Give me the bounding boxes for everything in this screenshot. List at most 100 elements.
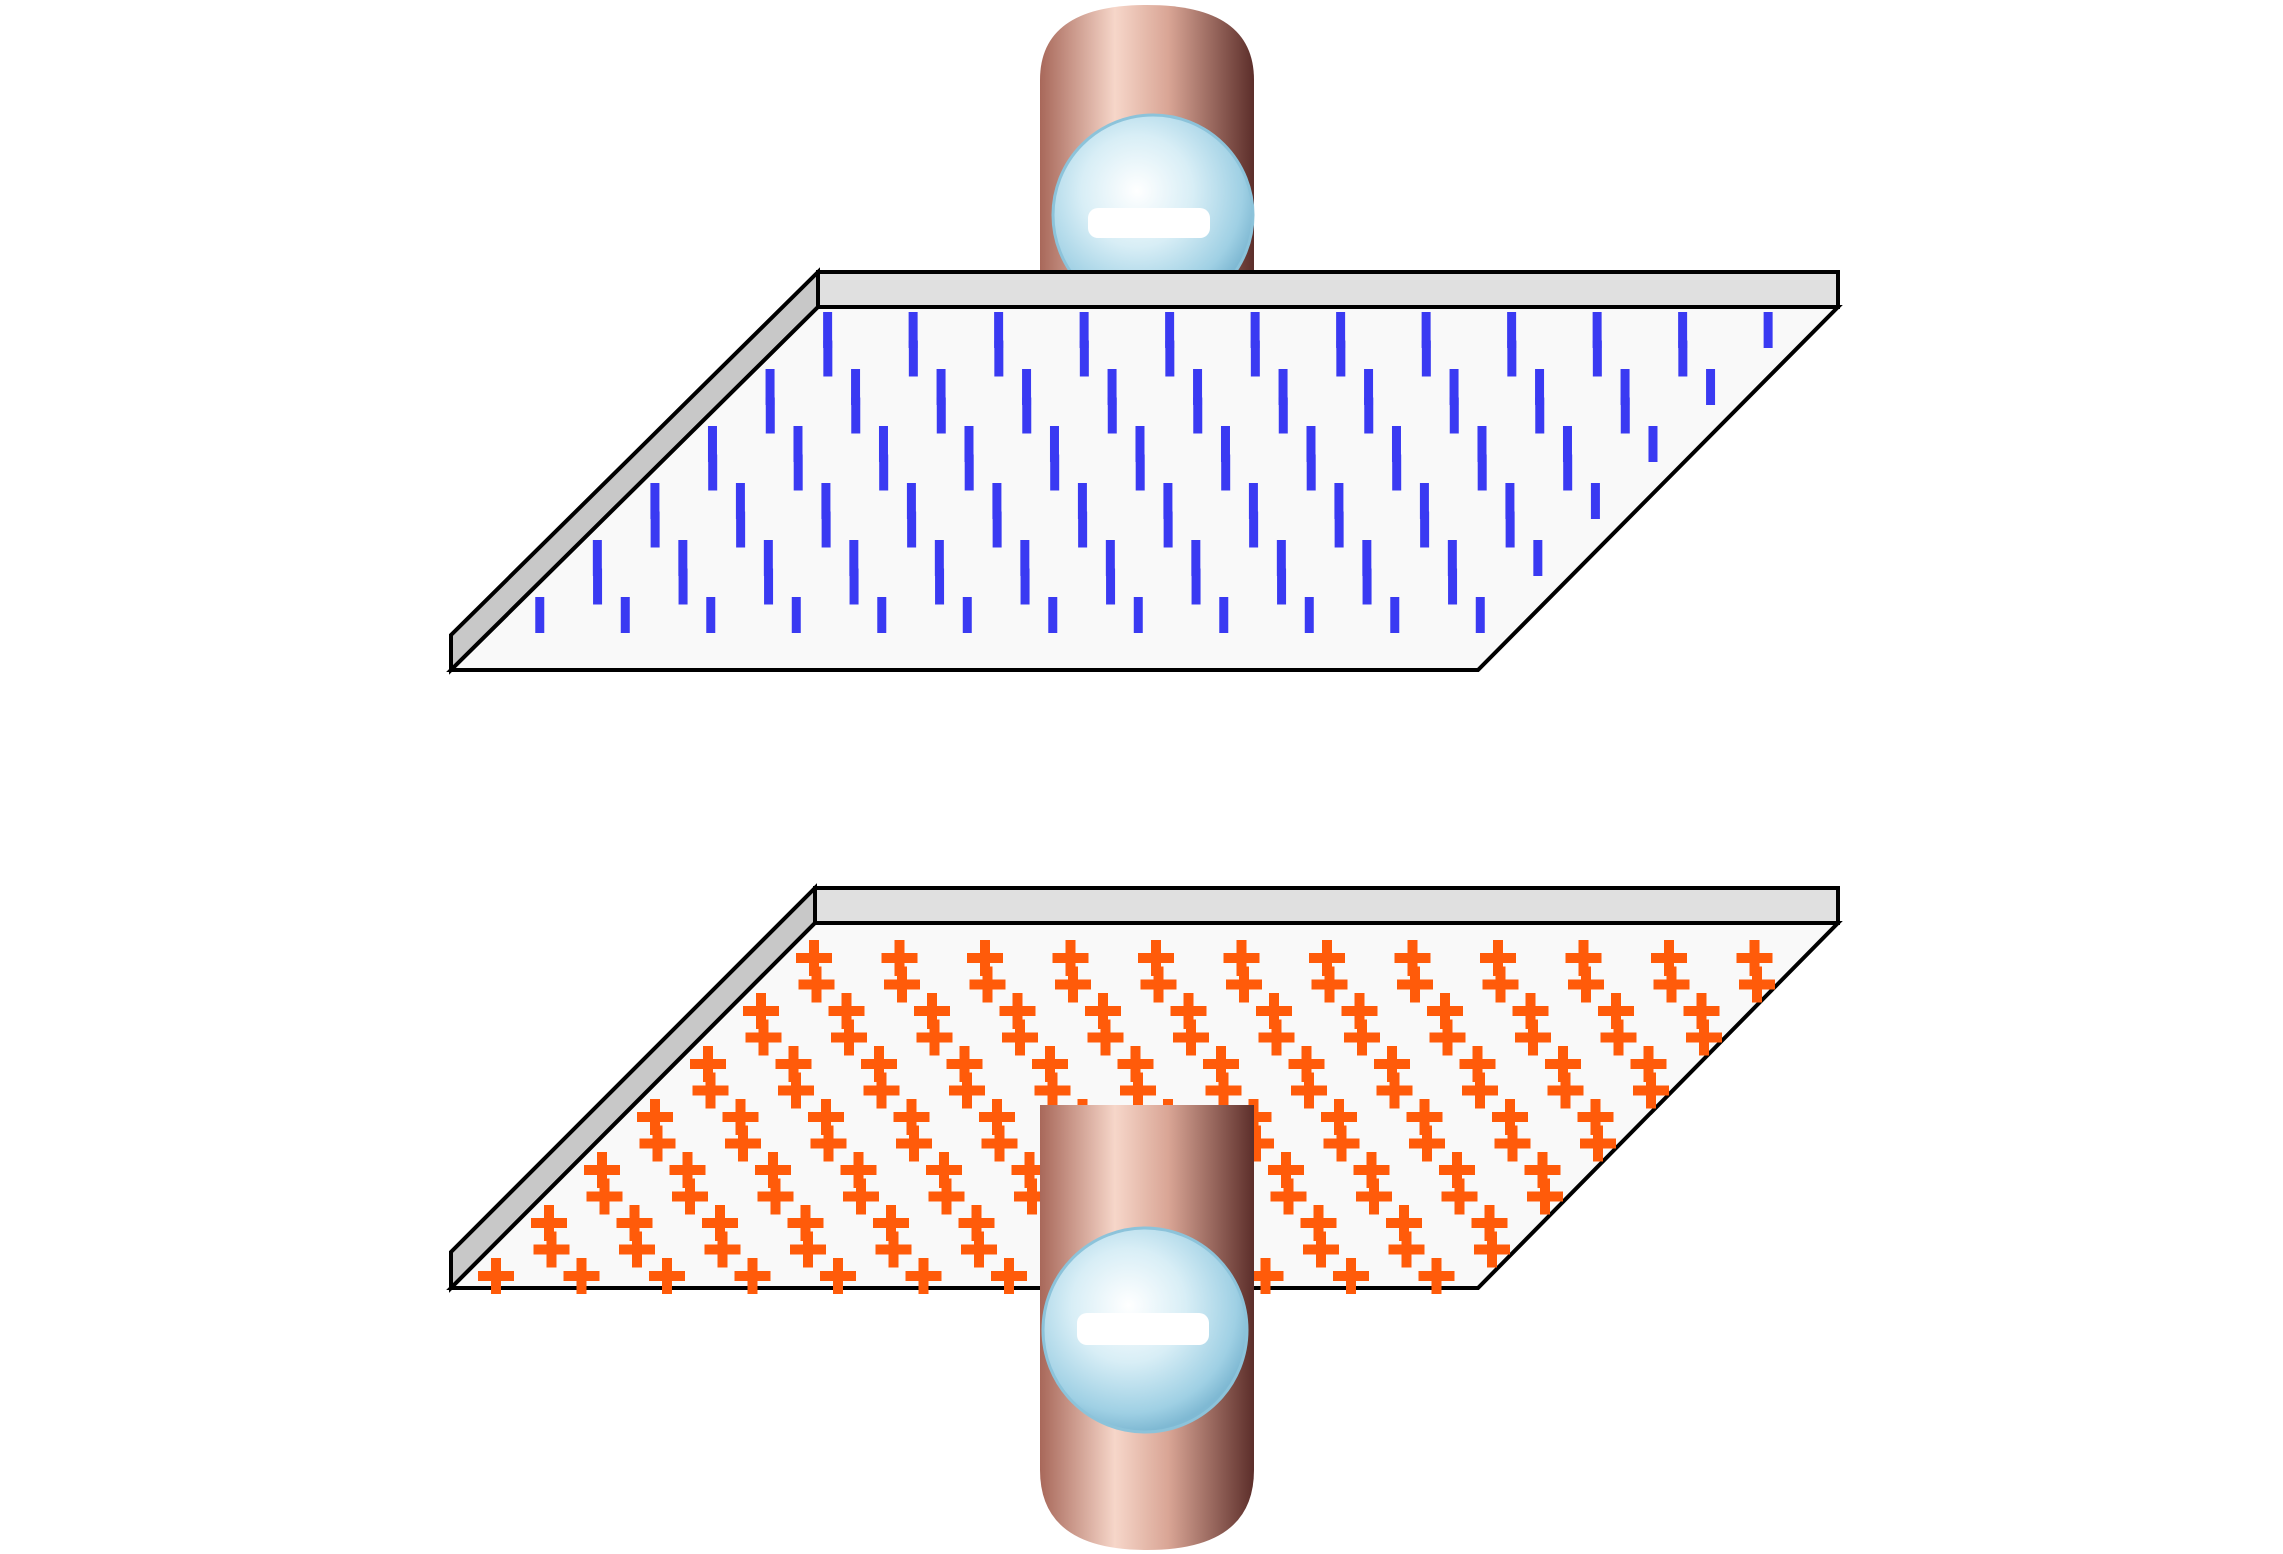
positive-charge-mark: [725, 1125, 761, 1162]
negative-charge-mark: [994, 340, 1004, 377]
positive-charge-mark: [1388, 1231, 1425, 1268]
positive-charge-mark: [1739, 966, 1775, 1003]
negative-charge-mark: [1306, 454, 1316, 491]
negative-charge-mark: [936, 369, 946, 405]
negative-charge-mark: [1562, 426, 1572, 462]
negative-charge-mark: [1392, 454, 1402, 491]
positive-charge-mark: [1429, 1019, 1466, 1056]
positive-charge-mark: [1397, 966, 1433, 1003]
negative-charge-mark: [1364, 369, 1374, 405]
positive-charge-mark: [1394, 940, 1431, 976]
negative-charge-mark: [650, 511, 660, 548]
negative-charge-mark: [1620, 369, 1630, 405]
positive-charge-mark: [1376, 1072, 1413, 1109]
positive-charge-mark: [1303, 1231, 1339, 1268]
negative-charge-mark: [992, 483, 1002, 519]
positive-charge-mark: [1258, 1019, 1295, 1056]
negative-charge-mark: [592, 540, 602, 576]
positive-charge-mark: [1653, 966, 1690, 1003]
negative-charge-mark: [906, 483, 916, 519]
negative-charge-mark: [736, 511, 746, 548]
negative-charge-mark: [765, 369, 775, 405]
negative-charge-mark: [1277, 568, 1287, 605]
negative-charge-mark: [908, 340, 918, 377]
positive-charge-mark: [1238, 1125, 1274, 1162]
negative-charge-mark: [1391, 426, 1401, 462]
positive-charge-mark: [961, 1231, 997, 1268]
negative-charge-mark: [1163, 511, 1173, 548]
positive-charge-mark: [775, 1046, 812, 1082]
positive-charge-mark: [1515, 1019, 1551, 1056]
bottom-plate-back-edge: [813, 886, 1840, 925]
negative-charge-mark: [879, 454, 889, 491]
positive-charge-mark: [1441, 1178, 1478, 1215]
positive-charge-mark: [1545, 1046, 1581, 1082]
positive-charge-mark: [692, 1072, 729, 1109]
positive-charge-mark: [1494, 1125, 1531, 1162]
negative-charge-mark: [765, 397, 775, 434]
positive-charge-mark: [1459, 1046, 1496, 1082]
negative-charge-mark: [1050, 454, 1060, 491]
negative-charge-mark: [1590, 483, 1600, 519]
positive-charge-mark: [1633, 1072, 1669, 1109]
positive-charge-mark: [1341, 993, 1378, 1029]
negative-charge-mark: [821, 483, 831, 519]
positive-charge-mark: [1032, 1046, 1068, 1082]
positive-charge-mark: [1580, 1125, 1616, 1162]
positive-charge-mark: [810, 1125, 847, 1162]
positive-charge-mark: [1565, 940, 1602, 976]
positive-charge-mark: [1052, 940, 1089, 976]
negative-charge-mark: [1022, 397, 1032, 434]
negative-charge-mark: [1592, 340, 1602, 377]
positive-charge-mark: [1512, 993, 1549, 1029]
negative-charge-mark: [1477, 426, 1487, 462]
positive-charge-mark: [778, 1072, 814, 1109]
negative-charge-mark: [1449, 369, 1459, 405]
negative-charge-mark: [1135, 426, 1145, 462]
positive-charge-mark: [863, 1072, 900, 1109]
positive-charge-mark: [1117, 1046, 1154, 1082]
positive-charge-mark: [1140, 966, 1177, 1003]
positive-charge-mark: [563, 1258, 600, 1294]
positive-charge-mark: [1300, 1205, 1337, 1241]
negative-charge-mark: [964, 426, 974, 462]
negative-charge-mark: [1535, 397, 1545, 434]
positive-charge-mark: [875, 1231, 912, 1268]
positive-charge-mark: [1630, 1046, 1667, 1082]
positive-charge-mark: [828, 993, 865, 1029]
negative-charge-mark: [535, 597, 545, 633]
positive-charge-mark: [531, 1205, 567, 1241]
negative-charge-mark: [908, 312, 918, 348]
positive-charge-mark: [1568, 966, 1604, 1003]
positive-charge-mark: [967, 940, 1003, 976]
negative-charge-mark: [791, 597, 801, 633]
positive-charge-mark: [905, 1258, 942, 1294]
positive-charge-mark: [1524, 1152, 1561, 1188]
positive-charge-mark: [1427, 993, 1463, 1029]
negative-charge-mark: [1563, 454, 1573, 491]
positive-charge-mark: [991, 1258, 1027, 1294]
negative-charge-mark: [1421, 340, 1431, 377]
negative-charge-mark: [877, 597, 887, 633]
positive-charge-mark: [914, 993, 950, 1029]
negative-charge-mark: [823, 312, 833, 348]
negative-charge-mark: [1304, 597, 1314, 633]
negative-charge-mark: [1421, 312, 1431, 348]
negative-charge-mark: [1020, 568, 1030, 605]
negative-charge-mark: [935, 568, 945, 605]
positive-charge-mark: [1205, 1072, 1242, 1109]
positive-charge-mark: [831, 1019, 867, 1056]
positive-charge-mark: [881, 940, 918, 976]
positive-charge-mark: [616, 1205, 653, 1241]
positive-charge-mark: [946, 1046, 983, 1082]
positive-charge-mark: [1002, 1019, 1038, 1056]
negative-charge-mark: [1193, 369, 1203, 405]
negative-charge-mark: [620, 597, 630, 633]
positive-charge-mark: [649, 1258, 685, 1294]
negative-charge-mark: [994, 312, 1004, 348]
positive-charge-mark: [1034, 1072, 1071, 1109]
positive-charge-mark: [1247, 1258, 1284, 1294]
negative-charge-mark: [735, 483, 745, 519]
negative-charge-mark: [878, 426, 888, 462]
positive-charge-mark: [1170, 993, 1207, 1029]
